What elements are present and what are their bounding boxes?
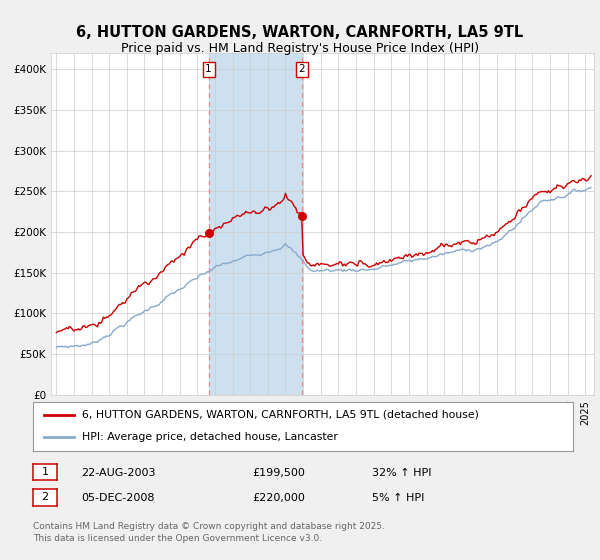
Text: 2: 2	[298, 64, 305, 74]
Text: 6, HUTTON GARDENS, WARTON, CARNFORTH, LA5 9TL (detached house): 6, HUTTON GARDENS, WARTON, CARNFORTH, LA…	[82, 410, 478, 420]
Point	[297, 211, 307, 220]
Text: £220,000: £220,000	[252, 493, 305, 503]
Text: Contains HM Land Registry data © Crown copyright and database right 2025.
This d: Contains HM Land Registry data © Crown c…	[33, 522, 385, 543]
Text: Price paid vs. HM Land Registry's House Price Index (HPI): Price paid vs. HM Land Registry's House …	[121, 42, 479, 55]
Text: £199,500: £199,500	[252, 468, 305, 478]
Text: 6, HUTTON GARDENS, WARTON, CARNFORTH, LA5 9TL: 6, HUTTON GARDENS, WARTON, CARNFORTH, LA…	[76, 25, 524, 40]
Text: 5% ↑ HPI: 5% ↑ HPI	[372, 493, 424, 503]
Bar	[209, 53, 302, 395]
Text: 2: 2	[41, 492, 49, 502]
Text: 05-DEC-2008: 05-DEC-2008	[81, 493, 155, 503]
Point	[204, 228, 214, 237]
Text: 32% ↑ HPI: 32% ↑ HPI	[372, 468, 431, 478]
Text: HPI: Average price, detached house, Lancaster: HPI: Average price, detached house, Lanc…	[82, 432, 337, 442]
Text: 1: 1	[41, 467, 49, 477]
Text: 22-AUG-2003: 22-AUG-2003	[81, 468, 155, 478]
Text: 1: 1	[205, 64, 212, 74]
